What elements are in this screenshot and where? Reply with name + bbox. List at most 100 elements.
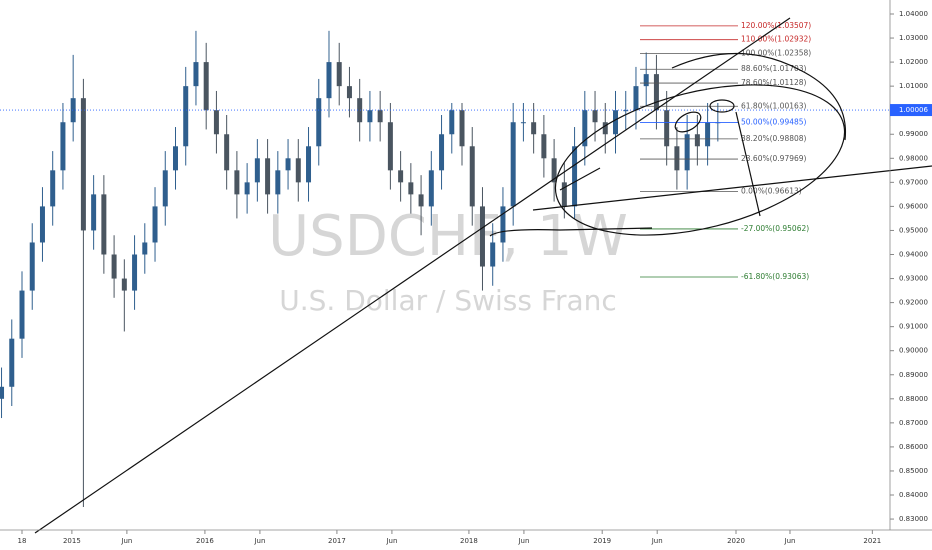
candle-body <box>705 122 711 147</box>
curve <box>671 52 847 141</box>
fib-label: 120.00%(1.03507) <box>741 21 811 30</box>
candle-body <box>275 170 281 195</box>
candle-body <box>377 110 383 123</box>
candle-body <box>479 206 485 267</box>
candle-body <box>183 86 189 147</box>
candle-body <box>572 146 578 207</box>
candle-body <box>551 158 557 183</box>
ellipse <box>674 111 702 133</box>
candle-body <box>9 338 15 387</box>
candle-body <box>0 386 5 399</box>
x-tick-label: 18 <box>18 537 27 545</box>
candle-body <box>418 194 424 207</box>
candle-body <box>19 290 25 339</box>
x-tick-label: 2018 <box>460 537 478 545</box>
candle-body <box>213 110 219 135</box>
ellipse <box>554 84 846 236</box>
candle-body <box>336 62 342 87</box>
y-tick-label: 0.89000 <box>899 371 928 379</box>
candle-body <box>111 254 117 279</box>
candle-body <box>449 110 455 135</box>
drawings <box>34 17 932 534</box>
candle-body <box>265 158 271 195</box>
candle-body <box>152 206 158 243</box>
y-tick-label: 1.03000 <box>899 34 928 42</box>
candle-body <box>244 182 250 195</box>
candle-body <box>326 62 332 99</box>
candle-body <box>613 110 619 135</box>
candle-body <box>203 62 209 111</box>
y-tick-label: 0.94000 <box>899 251 928 259</box>
x-tick-label: 2016 <box>196 537 214 545</box>
candle-body <box>80 98 86 231</box>
candle-body <box>694 134 700 147</box>
candle-body <box>50 170 56 207</box>
fib-label: 0.00%(0.96613) <box>741 187 802 196</box>
candle-body <box>582 110 588 147</box>
y-tick-label: 0.98000 <box>899 154 928 162</box>
x-tick-label: Jun <box>385 537 397 545</box>
curve <box>489 227 653 237</box>
candle-body <box>346 86 352 99</box>
candle-body <box>592 110 598 123</box>
candle-body <box>121 278 127 291</box>
candle-body <box>643 74 649 87</box>
y-tick-label: 0.91000 <box>899 323 928 331</box>
candle-body <box>316 98 322 147</box>
y-tick-label: 0.96000 <box>899 202 928 210</box>
fib-label: 100.00%(1.02358) <box>741 48 811 57</box>
trendline <box>532 165 932 211</box>
price-tag-label: 1.00006 <box>899 106 928 114</box>
x-tick-label: Jun <box>253 537 265 545</box>
x-tick-label: Jun <box>517 537 529 545</box>
fib-label: 23.60%(0.97969) <box>741 154 807 163</box>
candle-body <box>39 206 45 243</box>
candle-body <box>674 146 680 171</box>
y-tick-label: 1.04000 <box>899 10 928 18</box>
candle-body <box>357 98 363 123</box>
candle-body <box>653 74 659 111</box>
candle-body <box>172 146 178 171</box>
candle-body <box>623 110 629 112</box>
candle-body <box>490 242 496 267</box>
y-tick-label: 0.95000 <box>899 226 928 234</box>
candle-body <box>234 170 240 195</box>
fib-label: -27.00%(0.95062) <box>741 224 809 233</box>
fib-label: -61.80%(0.93063) <box>741 272 809 281</box>
candle-body <box>132 254 138 291</box>
candle-body <box>520 122 526 124</box>
y-tick-label: 0.93000 <box>899 275 928 283</box>
fib-label: 78.60%(1.01128) <box>741 78 807 87</box>
y-tick-label: 0.85000 <box>899 467 928 475</box>
price-tag <box>890 104 932 117</box>
candle-body <box>459 110 465 147</box>
candle-body <box>602 122 608 135</box>
y-tick-label: 0.99000 <box>899 130 928 138</box>
candle-body <box>285 158 291 171</box>
y-tick-label: 0.87000 <box>899 419 928 427</box>
watermark-symbol: USDCHF, 1W <box>268 204 628 269</box>
arrow-line <box>735 111 761 217</box>
x-tick-label: Jun <box>651 537 663 545</box>
axes: 1.040001.030001.020001.010001.000000.990… <box>18 10 932 545</box>
x-tick-label: 2020 <box>727 537 745 545</box>
candle-body <box>367 110 373 123</box>
y-tick-label: 0.97000 <box>899 178 928 186</box>
candle-body <box>664 110 670 147</box>
candle-body <box>428 170 434 207</box>
candle-body <box>531 122 537 135</box>
x-tick-label: 2017 <box>328 537 346 545</box>
candle-body <box>224 134 230 171</box>
candle-body <box>29 242 35 291</box>
trendline <box>34 17 791 534</box>
x-tick-label: 2019 <box>593 537 611 545</box>
fib-label: 38.20%(0.98808) <box>741 134 807 143</box>
candle-body <box>254 158 260 183</box>
y-tick-label: 0.88000 <box>899 395 928 403</box>
y-tick-label: 0.90000 <box>899 347 928 355</box>
candle-body <box>561 182 567 207</box>
y-tick-label: 0.92000 <box>899 299 928 307</box>
x-tick-label: 2021 <box>863 537 881 545</box>
candle-body <box>142 242 148 255</box>
